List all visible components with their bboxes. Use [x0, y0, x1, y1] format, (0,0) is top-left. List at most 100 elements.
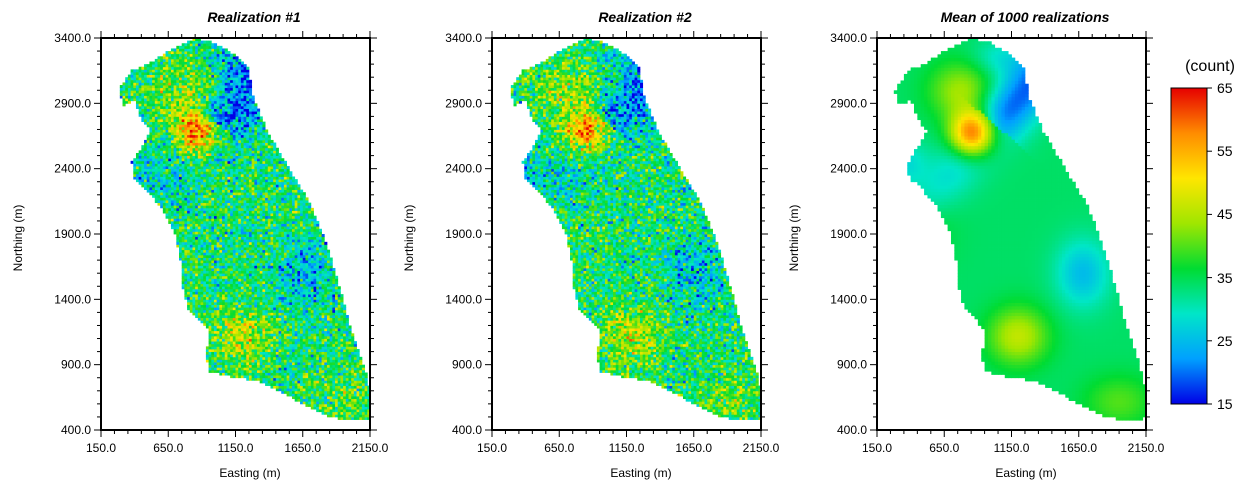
heatmap-cell	[326, 362, 331, 366]
heatmap-cell	[359, 380, 363, 384]
heatmap-cell	[187, 260, 191, 264]
heatmap-cell	[289, 202, 293, 206]
heatmap-cell	[281, 333, 285, 337]
heatmap-cell	[262, 377, 266, 381]
heatmap-cell	[181, 254, 185, 258]
heatmap-cell	[235, 291, 239, 295]
heatmap-cell	[267, 176, 271, 180]
heatmap-cell	[187, 234, 191, 238]
heatmap-cell	[310, 273, 314, 277]
heatmap-cell	[192, 202, 196, 206]
heatmap-cell	[197, 301, 201, 305]
heatmap-cell	[283, 220, 288, 224]
heatmap-cell	[275, 330, 279, 334]
heatmap-cell	[189, 283, 193, 287]
heatmap-cell	[291, 197, 296, 201]
heatmap-cell	[273, 205, 277, 209]
heatmap-cell	[187, 205, 191, 209]
heatmap-cell	[364, 388, 368, 392]
heatmap-cell	[197, 228, 201, 232]
heatmap-cell	[345, 325, 349, 329]
heatmap-cell	[230, 257, 234, 261]
heatmap-cell	[216, 291, 220, 295]
heatmap-cell	[289, 377, 293, 381]
heatmap-cell	[297, 322, 301, 326]
heatmap-cell	[246, 181, 250, 185]
heatmap-cell	[189, 249, 193, 253]
heatmap-cell	[297, 351, 301, 355]
heatmap-cell	[302, 367, 306, 371]
heatmap-cell	[351, 377, 355, 381]
heatmap-cell	[224, 286, 228, 290]
heatmap-cell	[235, 312, 239, 316]
heatmap-cell	[343, 343, 347, 347]
heatmap-cell	[238, 312, 242, 316]
heatmap-cell	[364, 382, 368, 386]
heatmap-cell	[243, 307, 247, 311]
heatmap-cell	[289, 281, 293, 285]
heatmap-cell	[289, 315, 293, 319]
heatmap-cell	[184, 231, 188, 235]
heatmap-cell	[262, 335, 266, 339]
heatmap-cell	[248, 301, 253, 305]
heatmap-cell	[273, 179, 277, 183]
heatmap-cell	[246, 257, 250, 261]
heatmap-cell	[179, 207, 183, 211]
heatmap-cell	[305, 197, 309, 201]
heatmap-cell	[308, 346, 312, 350]
heatmap-cell	[195, 176, 199, 180]
heatmap-cell	[152, 194, 156, 198]
heatmap-cell	[340, 299, 344, 303]
heatmap-cell	[321, 388, 325, 392]
heatmap-cell	[316, 241, 320, 245]
heatmap-cell	[254, 223, 258, 227]
heatmap-cell	[289, 207, 293, 211]
heatmap-cell	[265, 249, 269, 253]
heatmap-cell	[265, 247, 269, 251]
heatmap-cell	[300, 351, 304, 355]
heatmap-cell	[184, 179, 188, 183]
heatmap-cell	[297, 320, 301, 324]
heatmap-cell	[335, 278, 339, 282]
heatmap-cell	[181, 184, 185, 188]
heatmap-cell	[324, 299, 328, 303]
heatmap-cell	[359, 390, 363, 394]
heatmap-cell	[224, 179, 228, 183]
heatmap-cell	[340, 338, 344, 342]
heatmap-cell	[203, 220, 207, 224]
heatmap-cell	[213, 270, 218, 274]
heatmap-cell	[286, 267, 290, 271]
heatmap-cell	[332, 328, 336, 332]
heatmap-cell	[305, 215, 309, 219]
heatmap-cell	[246, 202, 250, 206]
heatmap-cell	[248, 215, 253, 219]
heatmap-cell	[259, 234, 263, 238]
heatmap-cell	[273, 343, 277, 347]
heatmap-cell	[184, 273, 188, 277]
heatmap-cell	[238, 192, 242, 196]
heatmap-cell	[318, 372, 322, 376]
heatmap-cell	[283, 249, 288, 253]
heatmap-cell	[286, 218, 290, 222]
heatmap-cell	[335, 364, 339, 368]
heatmap-cell	[189, 275, 193, 279]
heatmap-cell	[222, 179, 226, 183]
heatmap-cell	[337, 382, 341, 386]
heatmap-cell	[324, 325, 328, 329]
heatmap-cell	[216, 343, 220, 347]
heatmap-cell	[254, 338, 258, 342]
heatmap-cell	[275, 338, 279, 342]
heatmap-cell	[275, 186, 279, 190]
heatmap-cell	[265, 301, 269, 305]
heatmap-cell	[289, 205, 293, 209]
heatmap-cell	[283, 241, 288, 245]
heatmap-cell	[227, 173, 231, 177]
heatmap-cell	[289, 241, 293, 245]
heatmap-cell	[251, 260, 255, 264]
heatmap-cell	[176, 192, 180, 196]
heatmap-cell	[281, 234, 285, 238]
heatmap-cell	[335, 343, 339, 347]
heatmap-cell	[257, 296, 261, 300]
heatmap-cell	[316, 273, 320, 277]
heatmap-cell	[262, 325, 266, 329]
